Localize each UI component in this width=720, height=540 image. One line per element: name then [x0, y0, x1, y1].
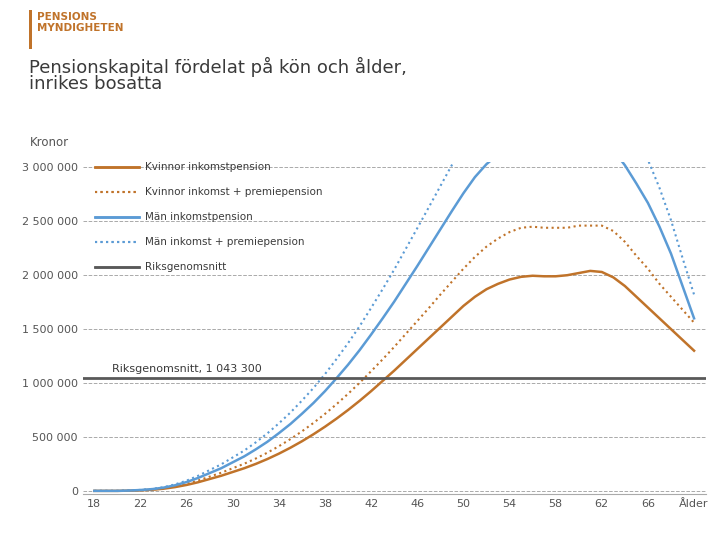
Text: PENSIONS: PENSIONS [37, 12, 97, 22]
Text: Riksgenomsnitt, 1 043 300: Riksgenomsnitt, 1 043 300 [112, 363, 261, 374]
Text: inrikes bosatta: inrikes bosatta [29, 75, 162, 92]
Text: Kvinnor inkomstpension: Kvinnor inkomstpension [145, 162, 271, 172]
Text: MYNDIGHETEN: MYNDIGHETEN [37, 23, 124, 33]
Text: Män inkomst + premiepension: Män inkomst + premiepension [145, 237, 305, 247]
Text: Riksgenomsnitt: Riksgenomsnitt [145, 261, 226, 272]
Text: Pensionskapital fördelat på kön och ålder,: Pensionskapital fördelat på kön och ålde… [29, 57, 407, 77]
Text: Kronor: Kronor [30, 136, 69, 148]
Text: Kvinnor inkomst + premiepension: Kvinnor inkomst + premiepension [145, 187, 323, 197]
Text: Män inkomstpension: Män inkomstpension [145, 212, 253, 222]
